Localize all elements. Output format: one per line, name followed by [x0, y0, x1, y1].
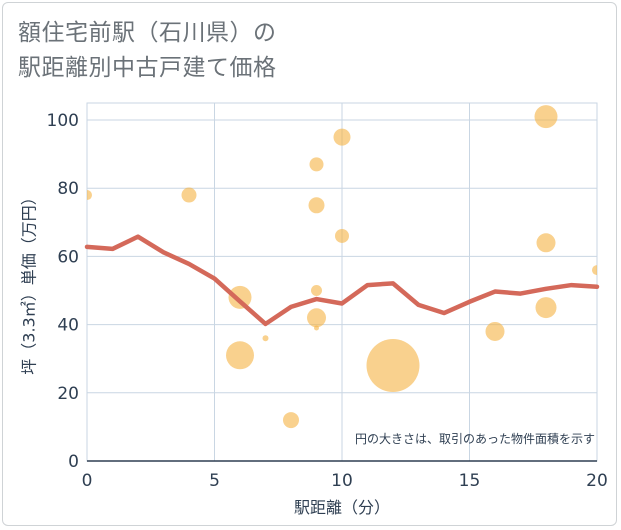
y-tick-label: 80	[57, 179, 79, 199]
x-tick-label: 15	[459, 471, 481, 491]
bubble-point	[485, 321, 505, 341]
bubble-point	[335, 228, 349, 243]
bubble-point	[534, 105, 558, 129]
bubble-point	[333, 128, 351, 146]
size-annotation: 円の大きさは、取引のあった物件面積を示す	[355, 431, 595, 446]
bubble-point	[228, 285, 252, 309]
bubble-point	[366, 339, 420, 393]
bubble-point	[283, 412, 299, 429]
bubble-point	[308, 197, 325, 214]
average-price-line	[84, 234, 600, 327]
bubble-point	[536, 233, 556, 253]
y-tick-label: 20	[57, 384, 79, 404]
x-tick-label: 0	[82, 471, 93, 491]
bubble-point	[181, 187, 197, 203]
bubble-point	[87, 190, 92, 201]
bubble-point	[307, 308, 326, 328]
bubble-point	[535, 297, 557, 319]
x-tick-label: 5	[209, 471, 220, 491]
chart-title-line-1: 額住宅前駅（石川県）の	[18, 20, 277, 46]
y-axis-title: 坪（3.3㎡）単価（万円）	[20, 189, 39, 374]
chart-title-line-2: 駅距離別中古戸建て価格	[18, 55, 277, 81]
bubble-layer	[87, 105, 597, 429]
y-tick-label: 60	[57, 247, 79, 267]
y-tick-label: 0	[68, 452, 79, 472]
bubble-point	[309, 157, 324, 172]
trend-line-layer	[84, 234, 600, 327]
y-tick-label: 100	[47, 111, 79, 131]
y-tick-label: 40	[57, 316, 79, 336]
bubble-point	[592, 265, 597, 276]
bubble-point	[262, 335, 269, 342]
x-tick-label: 10	[331, 471, 353, 491]
chart-frame	[2, 2, 617, 526]
axis-layer: 0 20 40 60 80 100 0 5 10 15 20	[47, 111, 608, 491]
bubble-point	[314, 325, 319, 331]
bubble-point	[226, 341, 254, 370]
x-axis-title: 駅距離（分）	[294, 498, 390, 517]
bubble-point	[311, 285, 322, 297]
grid-layer	[86, 102, 598, 462]
x-tick-label: 20	[586, 471, 608, 491]
chart-title: 額住宅前駅（石川県）の 駅距離別中古戸建て価格	[18, 16, 277, 86]
